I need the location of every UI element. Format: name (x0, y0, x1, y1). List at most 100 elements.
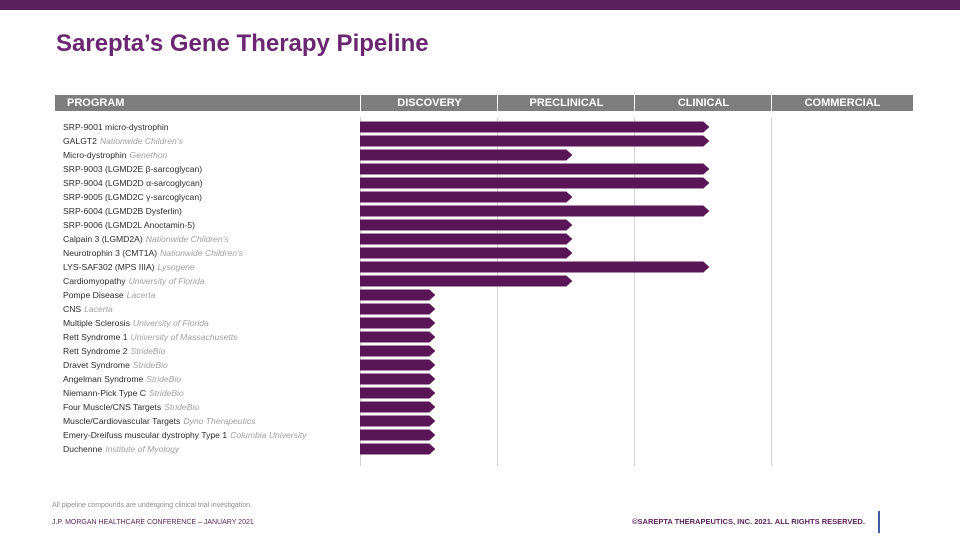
stage-gridline (634, 117, 635, 466)
program-row: GALGT2 Nationwide Children’s (63, 134, 183, 148)
program-row: Angelman Syndrome StrideBio (63, 372, 181, 386)
program-row: Four Muscle/CNS Targets StrideBio (63, 400, 199, 414)
pipeline-bar (360, 289, 436, 301)
program-name: Micro-dystrophin (63, 150, 127, 160)
program-row: SRP-9001 micro-dystrophin (63, 120, 169, 134)
program-name: Dravet Syndrome (63, 360, 130, 370)
program-name: SRP-9004 (LGMD2D α-sarcoglycan) (63, 178, 203, 188)
program-row: Emery-Dreifuss muscular dystrophy Type 1… (63, 428, 307, 442)
pipeline-bar (360, 121, 710, 133)
pipeline-bar (360, 401, 436, 413)
header-program: PROGRAM (67, 97, 125, 109)
program-name: Calpain 3 (LGMD2A) (63, 234, 143, 244)
program-name: CNS (63, 304, 82, 314)
program-row: Cardiomyopathy University of Florida (63, 274, 205, 288)
program-row: Calpain 3 (LGMD2A) Nationwide Children’s (63, 232, 229, 246)
pipeline-bar (360, 443, 436, 455)
program-name: GALGT2 (63, 136, 97, 146)
program-partner: Lysogene (157, 262, 195, 272)
pipeline-bar (360, 275, 573, 287)
pipeline-bar (360, 373, 436, 385)
pipeline-bar (360, 415, 436, 427)
program-partner: StrideBio (132, 360, 168, 370)
program-name: Angelman Syndrome (63, 374, 144, 384)
pipeline-bar (360, 219, 573, 231)
pipeline-bar (360, 149, 573, 161)
program-row: Rett Syndrome 2 StrideBio (63, 344, 165, 358)
program-partner: Nationwide Children’s (145, 234, 229, 244)
program-name: Cardiomyopathy (63, 276, 126, 286)
program-name: SRP-6004 (LGMD2B Dysferlin) (63, 206, 182, 216)
program-partner: University of Florida (132, 318, 209, 328)
header-preclinical: PRECLINICAL (529, 97, 604, 109)
pipeline-bar (360, 359, 436, 371)
program-row: SRP-9003 (LGMD2E β-sarcoglycan) (63, 162, 202, 176)
program-name: Muscle/Cardiovascular Targets (63, 416, 181, 426)
program-name: Multiple Sclerosis (63, 318, 130, 328)
program-name: Niemann-Pick Type C (63, 388, 146, 398)
header-divider (771, 95, 772, 111)
header-clinical: CLINICAL (677, 97, 730, 109)
pipeline-bar (360, 261, 710, 273)
pipeline-bar (360, 163, 710, 175)
program-name: Four Muscle/CNS Targets (63, 402, 162, 412)
program-name: Emery-Dreifuss muscular dystrophy Type 1 (63, 430, 228, 440)
program-row: Multiple Sclerosis University of Florida (63, 316, 209, 330)
program-row: Duchenne Institute of Myology (63, 442, 179, 456)
program-partner: Institute of Myology (105, 444, 180, 454)
pipeline-bar (360, 345, 436, 357)
program-partner: Nationwide Children’s (99, 136, 183, 146)
program-name: SRP-9006 (LGMD2L Anoctamin-5) (63, 220, 195, 230)
pipeline-bar (360, 429, 436, 441)
pipeline-bar (360, 387, 436, 399)
program-name: Pompe Disease (63, 290, 124, 300)
program-name: SRP-9001 micro-dystrophin (63, 122, 169, 132)
program-row: SRP-9006 (LGMD2L Anoctamin-5) (63, 218, 195, 232)
copyright: ©SAREPTA THERAPEUTICS, INC. 2021. ALL RI… (632, 517, 865, 526)
program-row: Muscle/Cardiovascular Targets Dyno Therap… (63, 414, 255, 428)
header-discovery: DISCOVERY (397, 97, 462, 109)
program-name: SRP-9003 (LGMD2E β-sarcoglycan) (63, 164, 203, 174)
pipeline-bar (360, 317, 436, 329)
program-row: Micro-dystrophin Genethon (63, 148, 167, 162)
program-name: Duchenne (63, 444, 103, 454)
pipeline-bar (360, 135, 710, 147)
program-row: Dravet Syndrome StrideBio (63, 358, 168, 372)
footer-accent-line (878, 511, 880, 533)
program-name: Rett Syndrome 2 (63, 346, 128, 356)
header-divider (360, 95, 361, 111)
pipeline-bar (360, 177, 710, 189)
program-partner: StrideBio (164, 402, 200, 412)
conference-label: J.P. MORGAN HEALTHCARE CONFERENCE – JANU… (52, 519, 254, 526)
pipeline-bar (360, 205, 710, 217)
program-row: Pompe Disease Lacerta (63, 288, 155, 302)
header-divider (497, 95, 498, 111)
program-row: CNS Lacerta (63, 302, 113, 316)
program-row: LYS-SAF302 (MPS IIIA) Lysogene (63, 260, 195, 274)
top-accent-bar (0, 0, 960, 10)
program-partner: StrideBio (146, 374, 182, 384)
program-partner: Dyno Therapeutics (183, 416, 256, 426)
program-partner: Lacerta (84, 304, 113, 314)
program-name: SRP-9005 (LGMD2C γ-sarcoglycan) (63, 192, 202, 202)
program-row: SRP-9004 (LGMD2D α-sarcoglycan) (63, 176, 203, 190)
header-commercial: COMMERCIAL (804, 97, 881, 109)
program-partner: StrideBio (130, 346, 166, 356)
program-partner: Genethon (129, 150, 168, 160)
program-partner: Nationwide Children’s (160, 248, 244, 258)
pipeline-bar (360, 247, 573, 259)
program-partner: University of Florida (128, 276, 205, 286)
program-name: Neurotrophin 3 (CMT1A) (63, 248, 158, 258)
footnote: All pipeline compounds are undergoing cl… (52, 502, 253, 509)
program-name: LYS-SAF302 (MPS IIIA) (63, 262, 155, 272)
pipeline-header: PROGRAM DISCOVERY PRECLINICAL CLINICAL C… (55, 95, 913, 111)
header-divider (634, 95, 635, 111)
program-row: SRP-9005 (LGMD2C γ-sarcoglycan) (63, 190, 202, 204)
pipeline-bar (360, 331, 436, 343)
program-name: Rett Syndrome 1 (63, 332, 128, 342)
program-row: Rett Syndrome 1 University of Massachuset… (63, 330, 237, 344)
stage-gridline (771, 117, 772, 466)
program-partner: StrideBio (148, 388, 184, 398)
page-title: Sarepta’s Gene Therapy Pipeline (56, 30, 429, 57)
program-row: SRP-6004 (LGMD2B Dysferlin) (63, 204, 182, 218)
